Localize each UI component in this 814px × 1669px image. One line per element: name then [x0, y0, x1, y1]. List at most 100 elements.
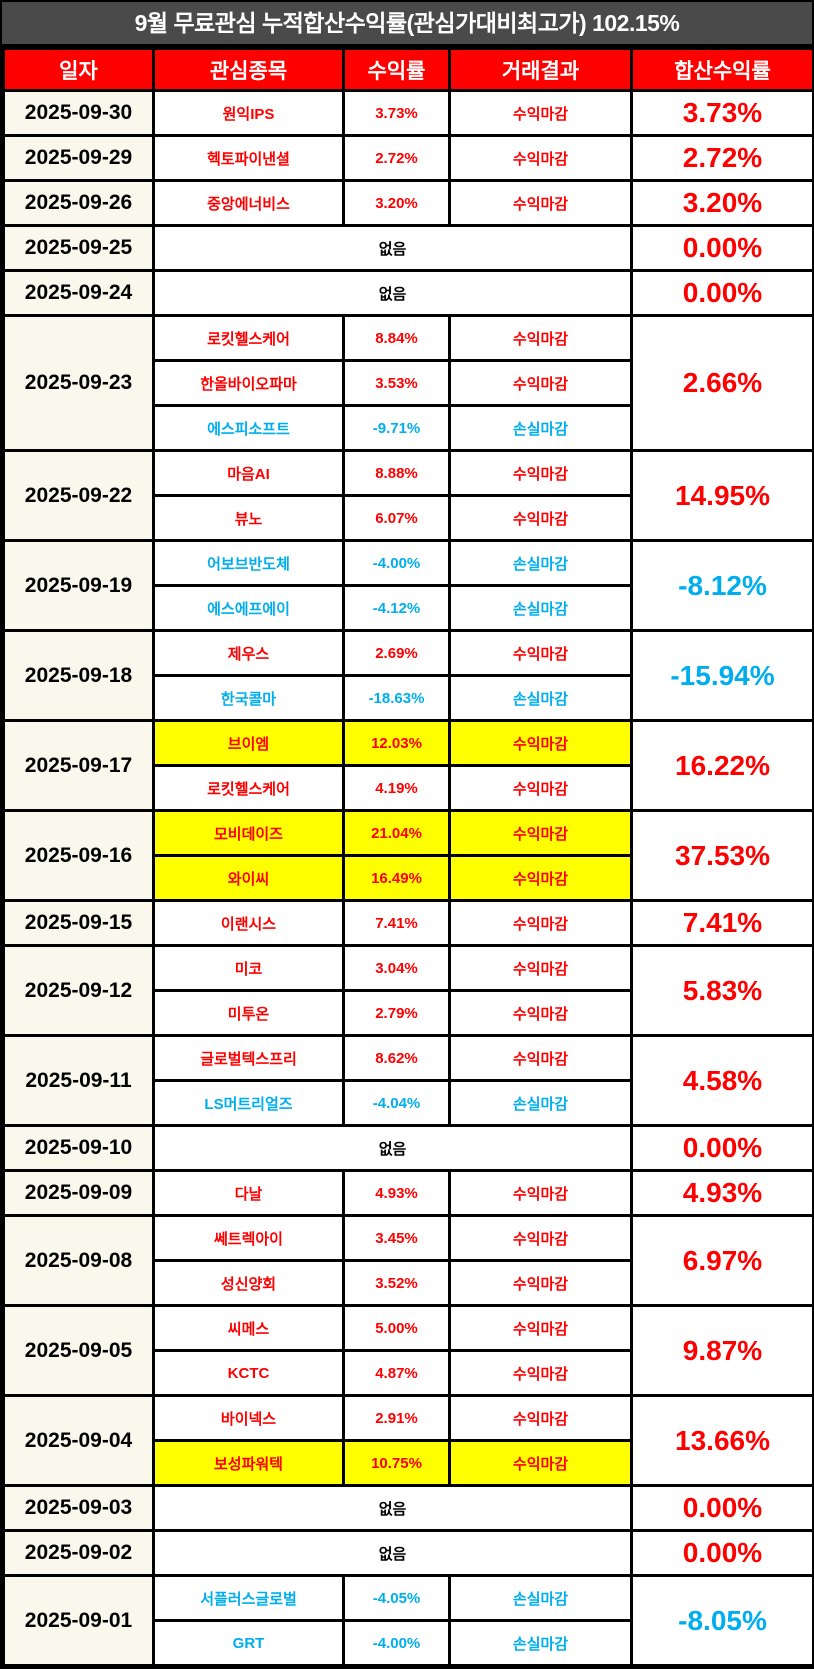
result-cell: 손실마감	[448, 539, 633, 587]
stock-name-cell: KCTC	[152, 1349, 345, 1397]
result-cell: 손실마감	[448, 1079, 633, 1127]
table-row: 2025-09-11 글로벌텍스프리 8.62% 수익마감 4.58%	[2, 1034, 814, 1127]
stock-name-cell: 쎄트렉아이	[152, 1214, 345, 1262]
total-return-cell: 0.00%	[630, 1529, 814, 1577]
total-return-cell: 0.00%	[630, 1484, 814, 1532]
date-cell: 2025-09-12	[2, 944, 155, 1037]
stock-name-cell: 한올바이오파마	[152, 359, 345, 407]
table-row: LS머트리얼즈 -4.04% 손실마감	[4, 1079, 814, 1127]
table-row: 2025-09-19 어보브반도체 -4.00% 손실마감 -8.12%	[2, 539, 814, 632]
date-cell: 2025-09-04	[2, 1394, 155, 1487]
return-cell: 3.53%	[342, 359, 451, 407]
table-row: 2025-09-10 없음 0.00%	[2, 1124, 814, 1172]
stock-name-cell: 중앙에너비스	[152, 179, 345, 227]
total-return-cell: 0.00%	[630, 269, 814, 317]
result-cell: 수익마감	[448, 1169, 633, 1217]
result-cell: 손실마감	[448, 674, 633, 722]
result-cell: 수익마감	[448, 899, 633, 947]
return-cell: -18.63%	[342, 674, 451, 722]
return-cell: 4.19%	[342, 764, 451, 812]
return-cell: 3.45%	[342, 1214, 451, 1262]
stock-name-cell: 에스에프에이	[152, 584, 345, 632]
table-row: 2025-09-29 헥토파이낸셜 2.72% 수익마감 2.72%	[2, 134, 814, 182]
stock-name-cell: 한국콜마	[152, 674, 345, 722]
table-row: 에스에프에이 -4.12% 손실마감	[4, 584, 814, 632]
date-cell: 2025-09-01	[2, 1574, 155, 1667]
table-row: 2025-09-12 미코 3.04% 수익마감 5.83%	[2, 944, 814, 1037]
stock-name-cell: 로킷헬스케어	[152, 314, 345, 362]
return-cell: 3.52%	[342, 1259, 451, 1307]
result-cell: 수익마감	[448, 134, 633, 182]
return-cell: -4.12%	[342, 584, 451, 632]
total-return-cell: 16.22%	[630, 719, 814, 812]
return-cell: -4.05%	[342, 1574, 451, 1622]
date-cell: 2025-09-19	[2, 539, 155, 632]
date-cell: 2025-09-16	[2, 809, 155, 902]
stock-name-cell: 원익IPS	[152, 89, 345, 137]
result-cell: 수익마감	[448, 629, 633, 677]
result-cell: 손실마감	[448, 584, 633, 632]
table-body: 2025-09-30 원익IPS 3.73% 수익마감 3.73% 2025-09-29 헥…	[2, 89, 814, 1667]
result-cell: 수익마감	[448, 1259, 633, 1307]
stock-name-cell: 브이엠	[152, 719, 345, 767]
return-cell: 4.93%	[342, 1169, 451, 1217]
table-row: 2025-09-15 이랜시스 7.41% 수익마감 7.41%	[2, 899, 814, 947]
table-row: 에스피소프트 -9.71% 손실마감	[4, 404, 814, 452]
date-cell: 2025-09-30	[2, 89, 155, 137]
date-cell: 2025-09-25	[2, 224, 155, 272]
table-row: 2025-09-17 브이엠 12.03% 수익마감 16.22%	[2, 719, 814, 812]
result-cell: 수익마감	[448, 449, 633, 497]
result-cell: 수익마감	[448, 1304, 633, 1352]
table-row: 2025-09-01 서플러스글로벌 -4.05% 손실마감 -8.05%	[2, 1574, 814, 1667]
total-return-cell: 4.93%	[630, 1169, 814, 1217]
total-return-cell: 4.58%	[630, 1034, 814, 1127]
no-pick-cell: 없음	[152, 269, 633, 317]
table-row: 뷰노 6.07% 수익마감	[4, 494, 814, 542]
return-cell: 10.75%	[342, 1439, 451, 1487]
return-cell: 3.73%	[342, 89, 451, 137]
stock-name-cell: 다날	[152, 1169, 345, 1217]
total-return-cell: 6.97%	[630, 1214, 814, 1307]
stock-name-cell: 바이넥스	[152, 1394, 345, 1442]
no-pick-cell: 없음	[152, 224, 633, 272]
date-cell: 2025-09-24	[2, 269, 155, 317]
no-pick-cell: 없음	[152, 1529, 633, 1577]
total-return-cell: -8.05%	[630, 1574, 814, 1667]
result-cell: 수익마감	[448, 989, 633, 1037]
table-row: 2025-09-23 로킷헬스케어 8.84% 수익마감 2.66%	[2, 314, 814, 452]
result-cell: 수익마감	[448, 944, 633, 992]
table-row: 성신양회 3.52% 수익마감	[4, 1259, 814, 1307]
stock-name-cell: 모비데이즈	[152, 809, 345, 857]
table-row: 미투온 2.79% 수익마감	[4, 989, 814, 1037]
total-return-cell: -15.94%	[630, 629, 814, 722]
return-cell: -4.00%	[342, 1619, 451, 1667]
total-return-cell: 5.83%	[630, 944, 814, 1037]
date-cell: 2025-09-03	[2, 1484, 155, 1532]
return-cell: 12.03%	[342, 719, 451, 767]
total-return-cell: -8.12%	[630, 539, 814, 632]
result-cell: 수익마감	[448, 1394, 633, 1442]
result-cell: 수익마감	[448, 719, 633, 767]
return-cell: 8.88%	[342, 449, 451, 497]
table-row: KCTC 4.87% 수익마감	[4, 1349, 814, 1397]
returns-table: 일자 관심종목 수익률 거래결과 합산수익률 2025-09-30 원익IPS 3.73% 수…	[2, 47, 814, 1667]
return-cell: 8.62%	[342, 1034, 451, 1082]
return-cell: -9.71%	[342, 404, 451, 452]
table-row: 와이씨 16.49% 수익마감	[4, 854, 814, 902]
date-cell: 2025-09-15	[2, 899, 155, 947]
date-cell: 2025-09-09	[2, 1169, 155, 1217]
return-cell: -4.04%	[342, 1079, 451, 1127]
stock-name-cell: 미투온	[152, 989, 345, 1037]
return-cell: 5.00%	[342, 1304, 451, 1352]
return-cell: 2.79%	[342, 989, 451, 1037]
date-cell: 2025-09-29	[2, 134, 155, 182]
total-return-cell: 14.95%	[630, 449, 814, 542]
return-cell: 21.04%	[342, 809, 451, 857]
stock-name-cell: 마음AI	[152, 449, 345, 497]
date-cell: 2025-09-11	[2, 1034, 155, 1127]
stock-name-cell: 헥토파이낸셜	[152, 134, 345, 182]
result-cell: 손실마감	[448, 1619, 633, 1667]
table-head-row: 일자 관심종목 수익률 거래결과 합산수익률	[2, 47, 814, 92]
stock-name-cell: 성신양회	[152, 1259, 345, 1307]
